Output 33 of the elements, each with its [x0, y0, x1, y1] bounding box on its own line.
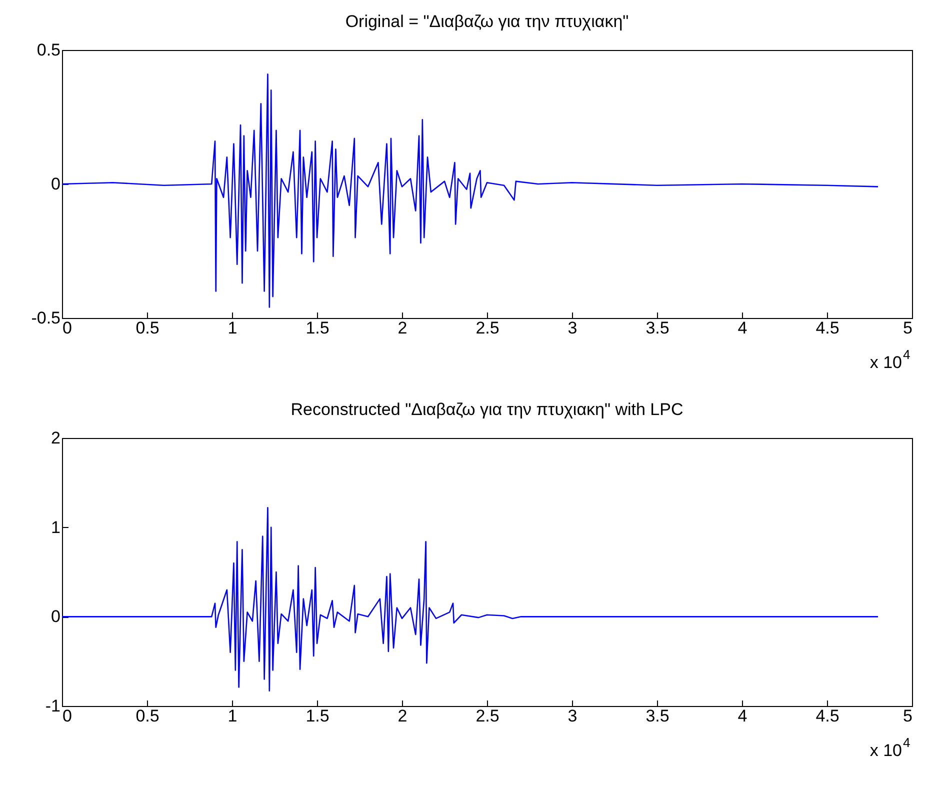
- y-tick-label: 0: [51, 174, 60, 194]
- x-tick-label: 3.5: [646, 318, 670, 338]
- x-tick-label: 2.5: [476, 318, 500, 338]
- x-tick-label: 5: [903, 318, 912, 338]
- y-tick-label: 2: [51, 428, 60, 448]
- x-tick-label: 3: [568, 318, 578, 338]
- x-tick-label: 4: [738, 318, 748, 338]
- x-tick-label: 0: [62, 318, 72, 338]
- x-tick-label: 0.5: [136, 706, 160, 726]
- x-tick-label: 0.5: [136, 318, 160, 338]
- x-tick-label: 1.5: [306, 318, 330, 338]
- chart-title: Original = "Διαβαζω για την πτυχιακη": [345, 12, 629, 31]
- x-tick-label: 4: [738, 706, 748, 726]
- line-series: [62, 73, 879, 308]
- x-tick-label: 0: [62, 706, 72, 726]
- y-tick-label: -0.5: [31, 308, 60, 328]
- y-tick-label: -1: [45, 696, 60, 716]
- x-tick-label: 4.5: [816, 318, 840, 338]
- x-tick-label: 1: [228, 318, 238, 338]
- x-tick-label: 1: [228, 706, 238, 726]
- y-tick-label: 0: [51, 607, 60, 626]
- x-tick-label: 2.5: [476, 706, 500, 726]
- x-tick-label: 1.5: [306, 706, 330, 726]
- x-tick-label: 3: [568, 706, 578, 726]
- chart-title: Reconstructed "Διαβαζω για την πτυχιακη" with LPC: [290, 400, 684, 419]
- line-series: [62, 507, 879, 692]
- y-tick-label: 1: [51, 518, 60, 537]
- x-tick-label: 2: [398, 706, 408, 726]
- x-tick-label: 3.5: [646, 706, 670, 726]
- x-tick-label: 5: [903, 706, 912, 726]
- x-tick-label: 2: [398, 318, 408, 338]
- y-tick-label: 0.5: [36, 40, 60, 60]
- x-tick-label: 4.5: [816, 706, 840, 726]
